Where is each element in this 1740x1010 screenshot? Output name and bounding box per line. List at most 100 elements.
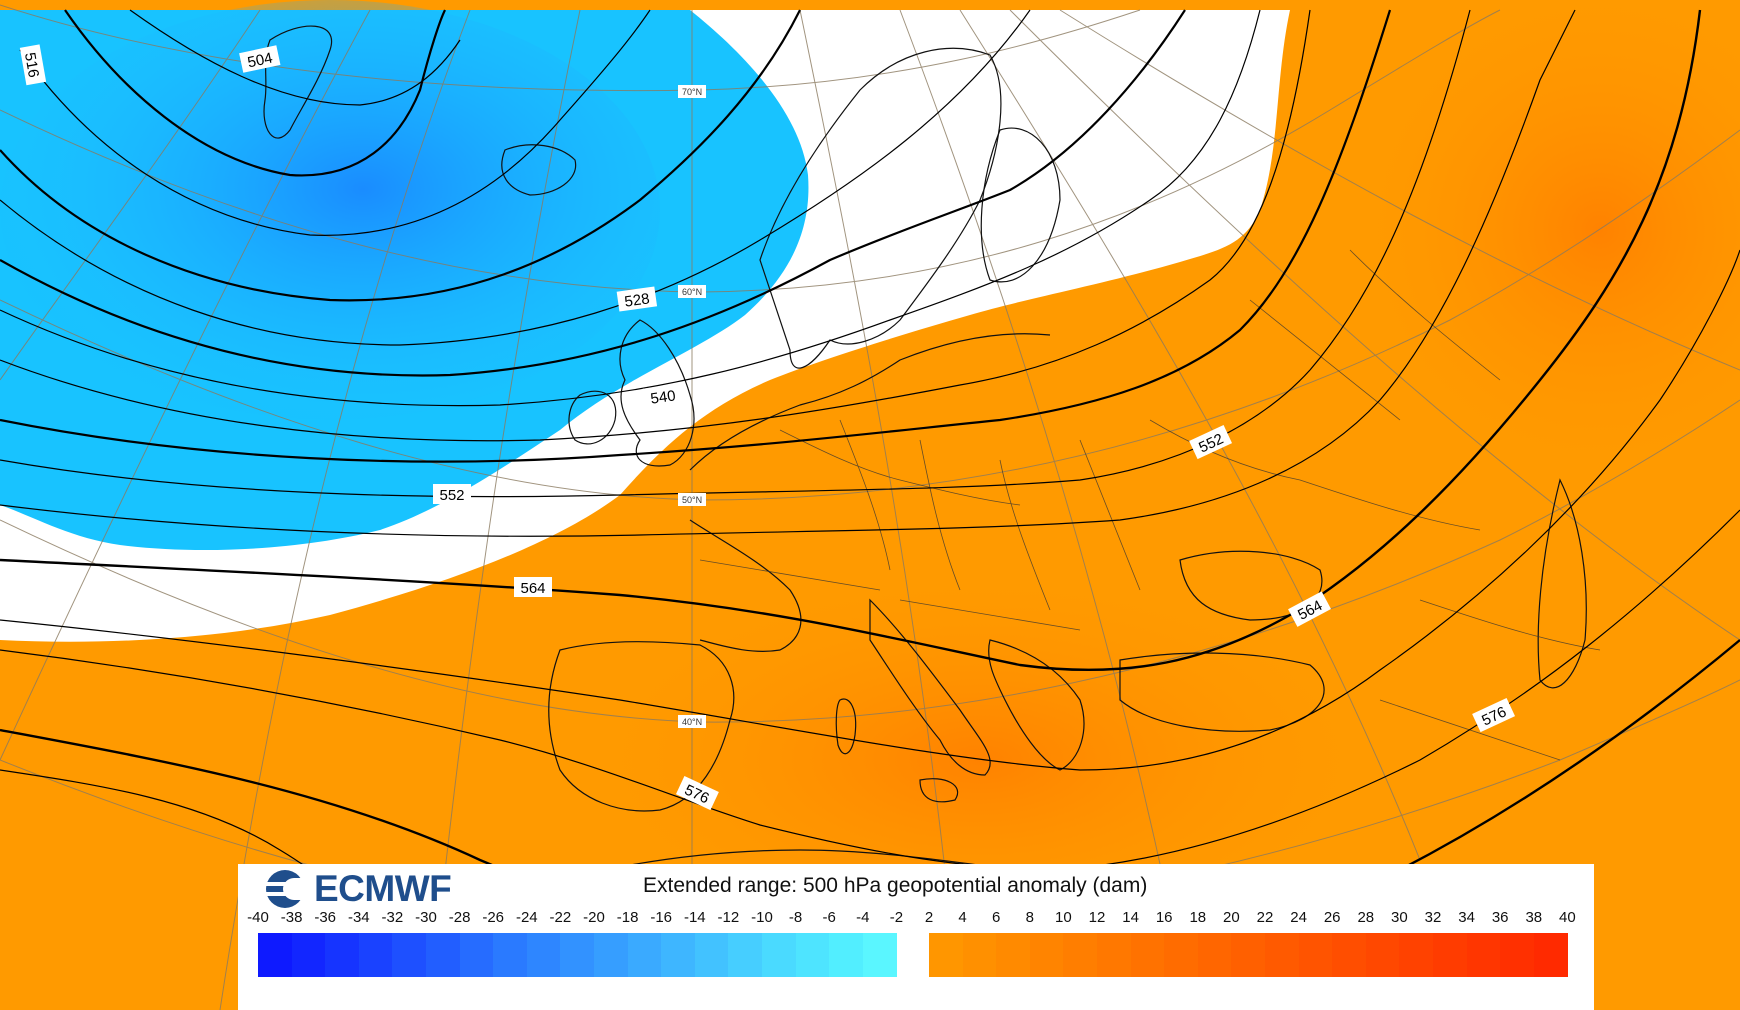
positive-anomaly-core-med xyxy=(560,560,1400,960)
legend-tick-label: -28 xyxy=(448,909,471,926)
europe-north-coast xyxy=(689,333,1051,471)
legend-tick-label: 6 xyxy=(992,909,1001,926)
svg-text:528: 528 xyxy=(623,290,650,310)
legend-tick-label: -26 xyxy=(482,909,505,926)
legend-tick-label: 20 xyxy=(1223,909,1240,926)
legend-tick-label: 22 xyxy=(1256,909,1274,926)
legend-swatch-positive xyxy=(996,933,1031,977)
contour-516 xyxy=(0,9,801,302)
contour-label: 516 xyxy=(19,44,47,86)
legend-swatch-negative xyxy=(829,933,864,977)
legend-swatch-positive xyxy=(1164,933,1199,977)
legend-tick-label: -32 xyxy=(381,909,404,926)
ecmwf-logo: ECMWF xyxy=(264,868,452,910)
italy-coast xyxy=(869,598,991,776)
legend-swatch-negative xyxy=(594,933,629,977)
legend-swatch-positive xyxy=(962,933,997,977)
legend-swatch-negative xyxy=(560,933,595,977)
legend-swatch-positive xyxy=(1399,933,1434,977)
greenland-coast xyxy=(263,25,333,139)
legend-swatch-negative xyxy=(325,933,360,977)
legend-swatch-positive xyxy=(1365,933,1400,977)
svg-text:564: 564 xyxy=(520,580,545,597)
legend-swatch-negative xyxy=(358,933,393,977)
legend-tick-label: -10 xyxy=(751,909,773,926)
legend-swatch-positive xyxy=(1029,933,1064,977)
legend-swatch-positive xyxy=(1433,933,1468,977)
legend-swatch-positive xyxy=(1097,933,1132,977)
ecmwf-logo-text: ECMWF xyxy=(314,868,452,909)
legend-swatch-positive xyxy=(1332,933,1367,977)
legend-tick-label: -14 xyxy=(683,909,706,926)
svg-text:504: 504 xyxy=(246,50,274,72)
legend-tick-label: -36 xyxy=(314,909,337,926)
svg-text:516: 516 xyxy=(21,51,42,79)
legend-tick-label: -12 xyxy=(717,909,740,926)
contour-504 xyxy=(64,9,446,177)
legend-tick-label: -22 xyxy=(549,909,572,926)
iberia-coast xyxy=(548,641,735,812)
legend-tick-label: -30 xyxy=(415,909,437,926)
legend-swatch-negative xyxy=(762,933,797,977)
svg-text:40°N: 40°N xyxy=(682,717,702,727)
legend-tick-label: 26 xyxy=(1323,909,1341,926)
ireland-coast xyxy=(568,390,617,445)
legend-tick-label: 14 xyxy=(1122,909,1139,926)
legend-tick-label: 4 xyxy=(958,909,967,926)
legend-swatch-negative xyxy=(627,933,662,977)
legend-swatch-negative xyxy=(493,933,528,977)
legend-tick-label: 38 xyxy=(1525,909,1543,926)
legend-tick-label: 36 xyxy=(1491,909,1509,926)
balkans-coast xyxy=(988,639,1085,771)
legend-tick-label: -40 xyxy=(247,909,269,926)
svg-text:50°N: 50°N xyxy=(682,495,702,505)
legend-swatch-negative xyxy=(392,933,427,977)
legend-tick-label: -20 xyxy=(583,909,605,926)
legend-tick-label: 34 xyxy=(1458,909,1475,926)
legend-swatch-positive xyxy=(929,933,964,977)
legend-tick-label: -24 xyxy=(515,909,538,926)
legend-tick-label: 16 xyxy=(1155,909,1173,926)
legend-tick-label: 18 xyxy=(1189,909,1207,926)
legend-tick-label: -34 xyxy=(347,909,370,926)
legend-tick-label: -2 xyxy=(889,909,904,926)
legend-swatch-negative xyxy=(426,933,461,977)
legend-tick-label: 30 xyxy=(1391,909,1408,926)
legend-swatch-positive xyxy=(1533,933,1568,977)
contour-label: 564 xyxy=(514,577,552,597)
contour-552-north xyxy=(0,9,1392,463)
iceland-coast xyxy=(501,144,577,196)
svg-text:552: 552 xyxy=(439,487,464,504)
legend-tick-label: 2 xyxy=(924,909,934,926)
sicily-coast xyxy=(919,778,959,803)
legend-panel: ECMWF Extended range: 500 hPa geopotenti… xyxy=(238,864,1594,1010)
positive-anomaly-core-east xyxy=(1340,0,1740,490)
legend-swatch-positive xyxy=(1197,933,1232,977)
country-borders xyxy=(699,249,1601,761)
contour-label: 528 xyxy=(616,286,658,312)
caspian-coast xyxy=(1537,478,1587,689)
contour-label: 552 xyxy=(433,484,471,504)
legend-swatch-negative xyxy=(526,933,561,977)
height-contours xyxy=(0,9,1740,941)
legend-swatch-positive xyxy=(1466,933,1501,977)
contour-540 xyxy=(0,9,1311,442)
legend-tick-label: 12 xyxy=(1088,909,1106,926)
legend-tick-label: 8 xyxy=(1025,909,1034,926)
legend-swatch-positive xyxy=(1130,933,1165,977)
negative-anomaly-core xyxy=(0,0,660,420)
contour-564 xyxy=(0,9,1702,672)
latitude-labels: 70°N 60°N 50°N 40°N xyxy=(678,85,706,728)
lat-label: 70°N xyxy=(678,85,706,98)
sardinia-coast xyxy=(835,698,857,755)
legend-tick-label: 28 xyxy=(1357,909,1375,926)
legend-tick-label: -8 xyxy=(788,909,803,926)
legend-tick-label: 24 xyxy=(1290,909,1307,926)
legend-tick-label: -6 xyxy=(822,909,836,926)
legend-tick-label: -38 xyxy=(280,909,303,926)
legend-swatch-negative xyxy=(728,933,763,977)
legend-swatch-negative xyxy=(795,933,830,977)
ecmwf-logo-icon xyxy=(264,870,312,908)
legend-title: Extended range: 500 hPa geopotential ano… xyxy=(643,874,1148,897)
